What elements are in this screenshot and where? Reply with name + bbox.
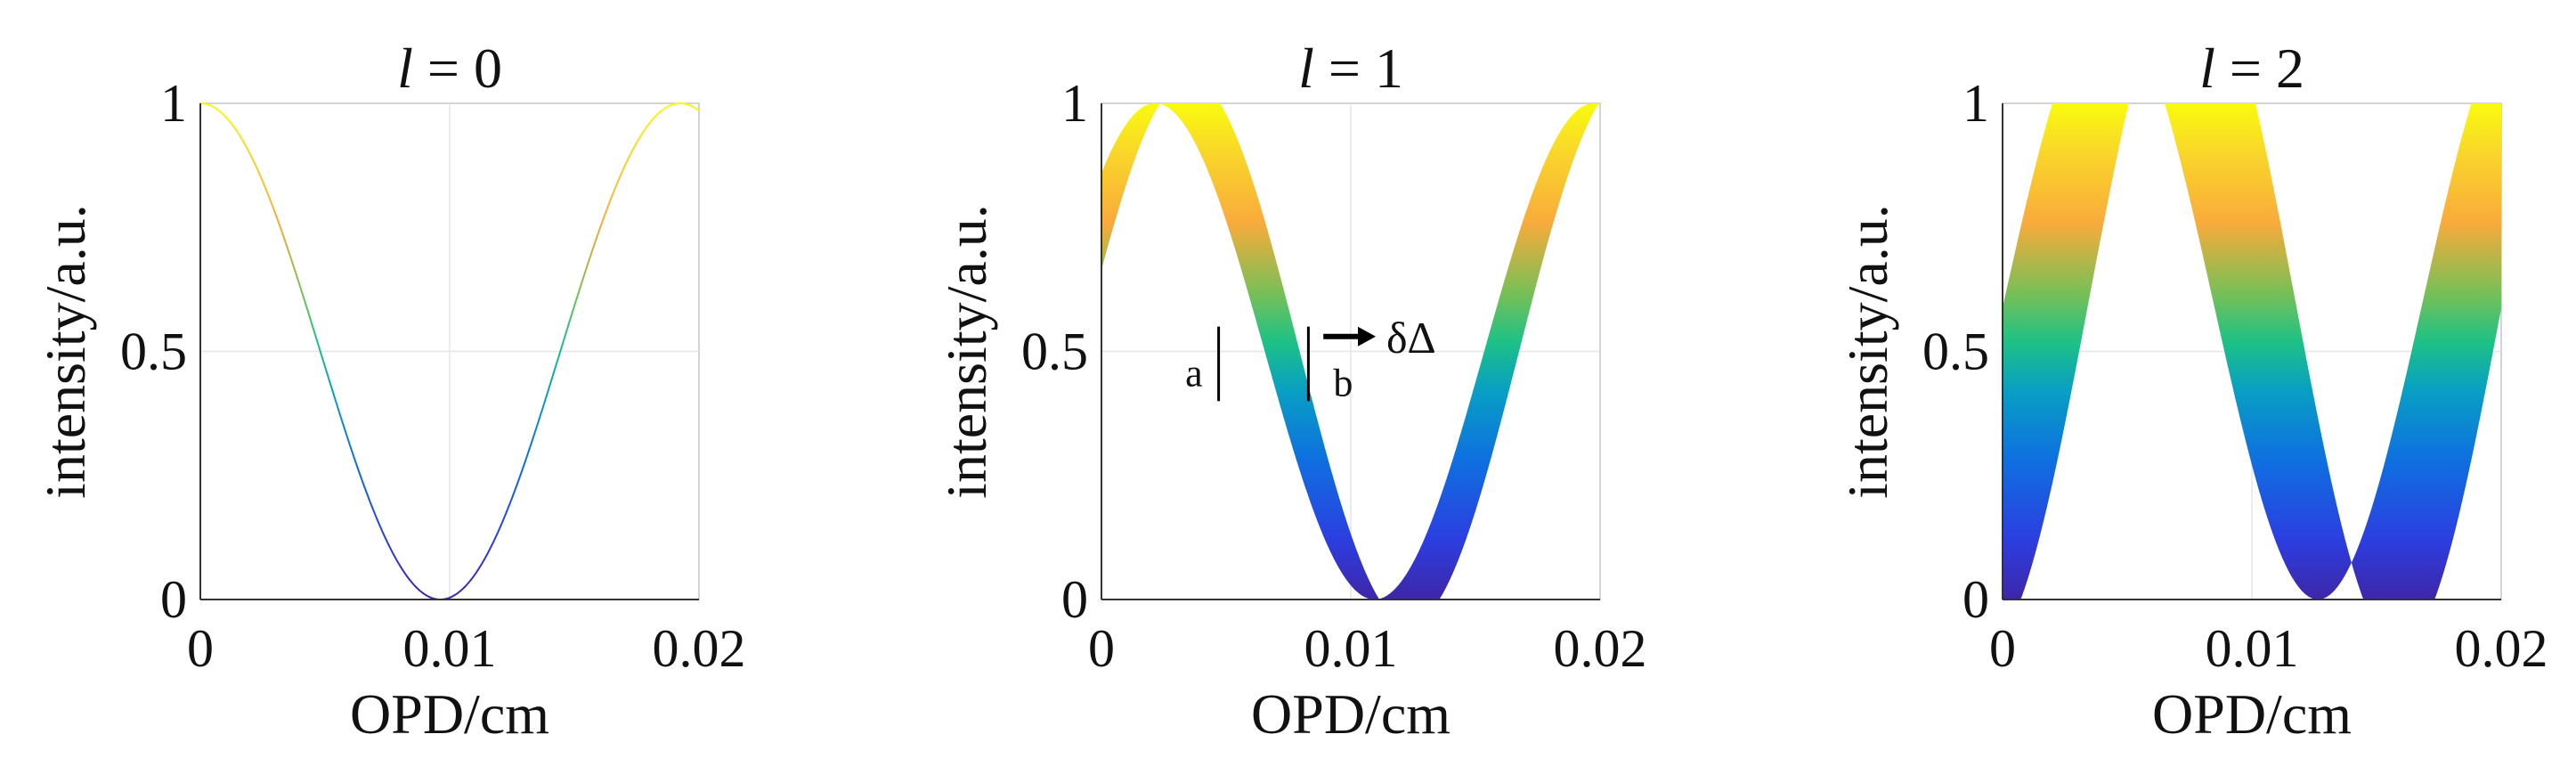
y-axis-label: intensity/a.u. — [1836, 204, 1899, 499]
title-variable: l — [1298, 37, 1314, 100]
x-axis-label: OPD/cm — [350, 682, 549, 746]
title-value: = 0 — [413, 37, 502, 100]
title-variable: l — [397, 37, 413, 100]
y-axis-label: intensity/a.u. — [34, 204, 97, 499]
y-tick-label: 1 — [1962, 74, 1989, 133]
y-tick-label: 1 — [160, 74, 187, 133]
intensity-band — [2003, 103, 2501, 600]
intensity-band — [200, 102, 700, 600]
x-tick-label: 0 — [1088, 619, 1115, 678]
x-axis-label: OPD/cm — [2152, 682, 2352, 746]
y-tick-label: 0.5 — [120, 322, 187, 381]
y-tick-label: 0.5 — [1922, 322, 1989, 381]
intensity-band — [1101, 103, 1600, 600]
shift-arrow-head — [1358, 326, 1376, 347]
panel-0: 0 0.01 0.02 0 0.5 1 l = 0 OPD/cm intensity/a.u. — [34, 37, 746, 746]
marker-a-label: a — [1185, 351, 1203, 395]
x-tick-label: 0.02 — [1554, 619, 1647, 678]
y-tick-label: 0 — [1962, 570, 1989, 629]
y-tick-label: 0 — [1061, 570, 1088, 629]
chart-title: l = 0 — [397, 37, 502, 100]
chart-title: l = 2 — [2199, 37, 2304, 100]
y-tick-label: 0 — [160, 570, 187, 629]
title-variable: l — [2199, 37, 2215, 100]
x-tick-label: 0.02 — [653, 619, 746, 678]
x-tick-label: 0.01 — [1304, 619, 1398, 678]
x-axis-label: OPD/cm — [1251, 682, 1451, 746]
x-tick-label: 0.01 — [403, 619, 497, 678]
marker-b-label: b — [1333, 362, 1353, 405]
chart-title: l = 1 — [1298, 37, 1403, 100]
shift-label: δΔ — [1386, 313, 1436, 363]
panel-1: 0 0.01 0.02 0 0.5 1 l = 1 OPD/cm intensity/a.u. a… — [935, 37, 1647, 746]
y-axis-label: intensity/a.u. — [935, 204, 998, 499]
panel-2: 0 0.01 0.02 0 0.5 1 l = 2 OPD/cm intensity/a.u. — [1836, 37, 2548, 746]
x-tick-label: 0.01 — [2206, 619, 2299, 678]
x-tick-label: 0 — [187, 619, 214, 678]
y-tick-label: 1 — [1061, 74, 1088, 133]
x-tick-label: 0 — [1989, 619, 2016, 678]
title-value: = 2 — [2215, 37, 2304, 100]
title-value: = 1 — [1314, 37, 1403, 100]
x-tick-label: 0.02 — [2455, 619, 2548, 678]
y-tick-label: 0.5 — [1021, 322, 1088, 381]
